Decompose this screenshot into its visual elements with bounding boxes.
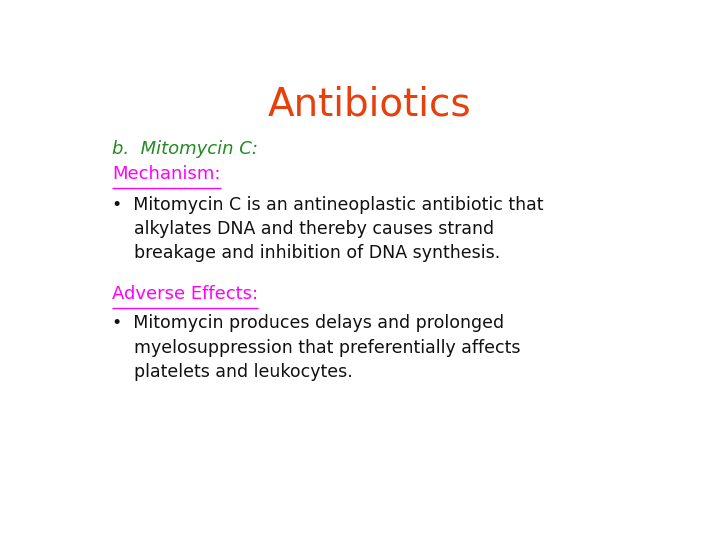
Text: •  Mitomycin C is an antineoplastic antibiotic that
    alkylates DNA and thereb: • Mitomycin C is an antineoplastic antib… [112, 196, 544, 262]
Text: Adverse Effects:: Adverse Effects: [112, 285, 258, 303]
Text: Mechanism:: Mechanism: [112, 165, 221, 183]
Text: b.  Mitomycin C:: b. Mitomycin C: [112, 140, 258, 158]
Text: Antibiotics: Antibiotics [267, 85, 471, 124]
Text: •  Mitomycin produces delays and prolonged
    myelosuppression that preferentia: • Mitomycin produces delays and prolonge… [112, 314, 521, 381]
